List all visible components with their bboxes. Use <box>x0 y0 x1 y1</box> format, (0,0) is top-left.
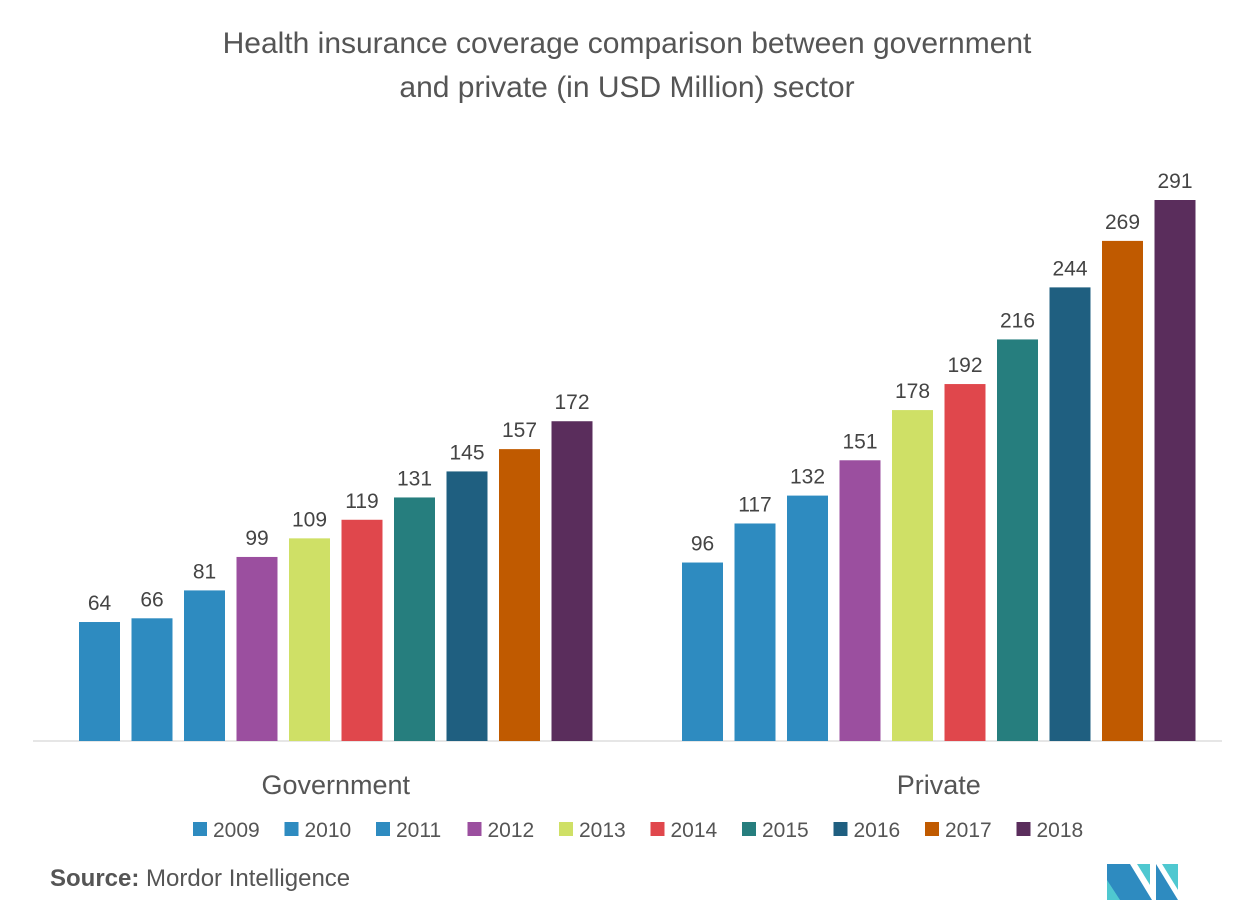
legend-swatch-2015 <box>742 822 756 836</box>
bar-private-2011 <box>787 495 828 741</box>
category-label: Government <box>261 770 410 800</box>
data-label: 131 <box>397 467 432 490</box>
logo-icon <box>1107 864 1152 900</box>
data-label: 64 <box>88 592 112 615</box>
data-label: 145 <box>449 441 484 464</box>
data-label: 151 <box>842 430 877 453</box>
data-label: 109 <box>292 508 327 531</box>
bar-private-2014 <box>944 384 986 741</box>
data-label: 216 <box>1000 309 1035 332</box>
legend-swatch-2016 <box>833 822 848 836</box>
source-label: Source: <box>50 865 140 892</box>
bar-private-2012 <box>839 460 881 741</box>
legend-label: 2013 <box>579 819 626 842</box>
source-note: Source: Mordor Intelligence <box>50 865 350 893</box>
legend-swatch-2009 <box>193 822 207 836</box>
data-label: 81 <box>193 560 216 583</box>
bar-government-2010 <box>131 618 173 741</box>
bar-private-2015 <box>997 339 1038 741</box>
logo-icon-part <box>1107 880 1120 900</box>
data-label: 117 <box>738 493 771 516</box>
legend-swatch-2017 <box>925 822 939 836</box>
legend-swatch-2010 <box>284 822 299 836</box>
legend-label: 2011 <box>396 819 441 842</box>
data-label: 132 <box>790 466 825 489</box>
title-line-1: Health insurance coverage comparison bet… <box>222 27 1032 60</box>
bar-government-2012 <box>236 556 278 741</box>
legend-label: 2012 <box>488 819 535 842</box>
bar-government-2017 <box>499 449 540 741</box>
data-label: 269 <box>1105 211 1140 234</box>
legend-swatch-2018 <box>1016 822 1031 836</box>
data-label: 178 <box>895 380 930 403</box>
data-label: 96 <box>691 533 714 556</box>
legend-swatch-2012 <box>467 822 482 836</box>
bar-government-2013 <box>289 538 330 741</box>
bar-government-2015 <box>394 497 435 741</box>
legend-label: 2014 <box>671 819 718 842</box>
bar-private-2013 <box>892 410 933 741</box>
legend-label: 2010 <box>305 819 352 842</box>
data-label: 119 <box>345 490 378 513</box>
bar-private-2009 <box>682 562 723 741</box>
category-label: Private <box>897 770 981 800</box>
bar-government-2011 <box>184 590 225 741</box>
chart-title: Health insurance coverage comparison bet… <box>0 22 1254 110</box>
legend-label: 2016 <box>854 819 901 842</box>
data-label: 192 <box>947 354 982 377</box>
data-label: 99 <box>245 527 268 550</box>
bar-government-2018 <box>551 421 593 741</box>
legend-label: 2017 <box>945 819 992 842</box>
bar-private-2017 <box>1102 240 1143 742</box>
bar-private-2010 <box>734 523 776 741</box>
logo-icon-part <box>1162 864 1178 890</box>
logo-icon-part <box>1137 864 1150 885</box>
data-label: 172 <box>554 391 589 414</box>
legend-swatch-2011 <box>376 822 390 836</box>
data-label: 244 <box>1052 257 1087 280</box>
bar-private-2016 <box>1049 287 1091 741</box>
data-label: 291 <box>1157 170 1192 193</box>
legend-swatch-2014 <box>650 822 665 836</box>
source-value: Mordor Intelligence <box>146 865 351 892</box>
legend-swatch-2013 <box>559 822 573 836</box>
legend-label: 2009 <box>213 819 260 842</box>
bar-government-2016 <box>446 471 488 741</box>
logo-icon-part <box>1156 864 1178 900</box>
legend-label: 2015 <box>762 819 809 842</box>
legend-label: 2018 <box>1037 819 1084 842</box>
bar-private-2018 <box>1154 200 1196 741</box>
data-label: 157 <box>502 419 537 442</box>
data-label: 66 <box>140 588 163 611</box>
bar-government-2009 <box>79 622 120 741</box>
bar-government-2014 <box>341 519 383 741</box>
title-line-2: and private (in USD Million) sector <box>399 71 855 104</box>
